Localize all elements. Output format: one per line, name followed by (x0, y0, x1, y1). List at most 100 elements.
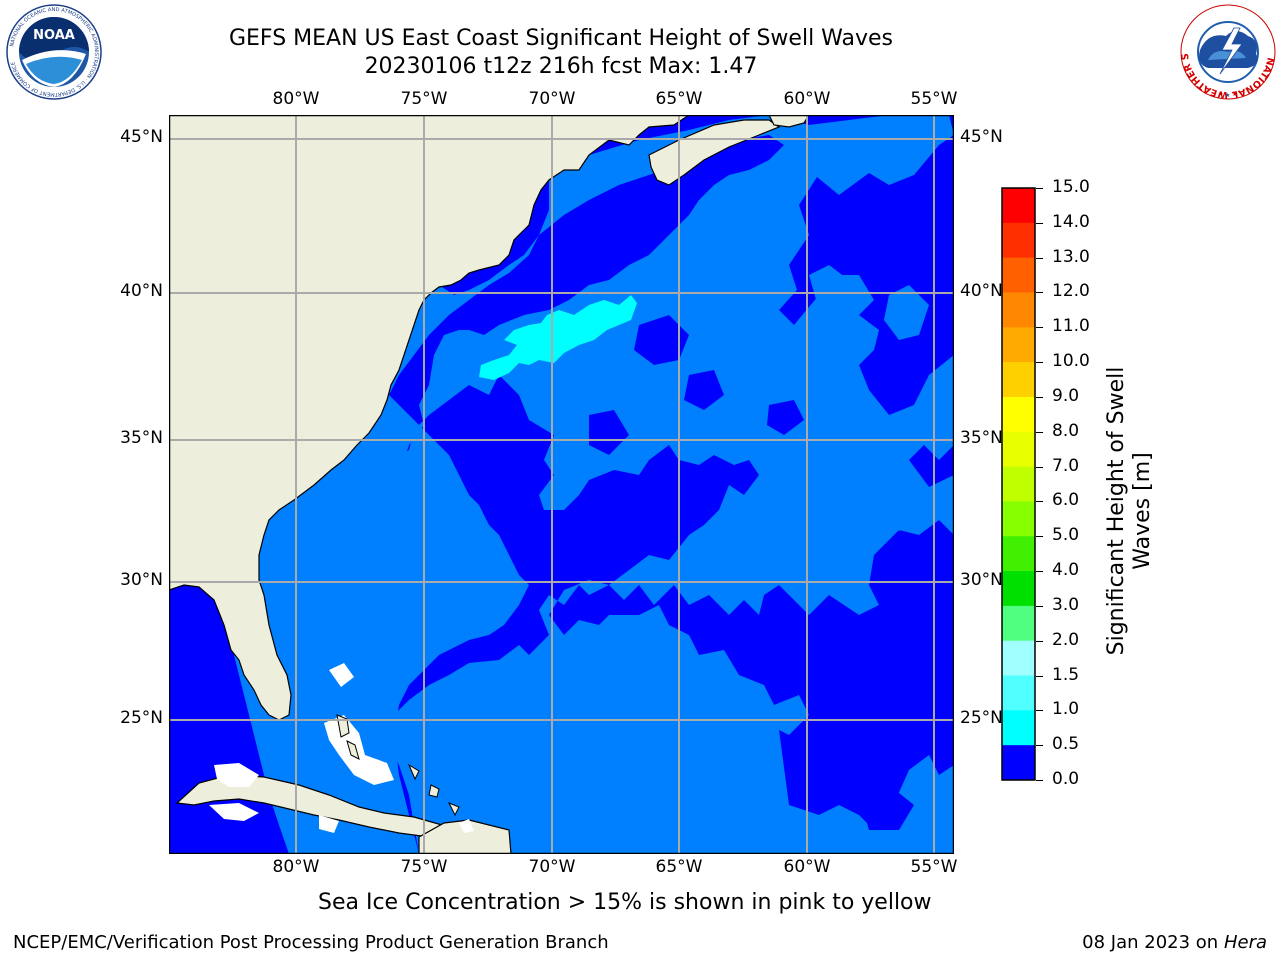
lon-label-bottom: 70°W (528, 857, 576, 877)
colorbar-tick-mark (1036, 640, 1043, 642)
colorbar-segment (1002, 257, 1035, 293)
lon-label-bottom: 55°W (910, 857, 958, 877)
colorbar-segment (1002, 710, 1035, 746)
lon-label-top: 75°W (400, 89, 448, 109)
colorbar-title: Significant Height of Swell Waves [m] (1104, 366, 1155, 656)
land-hispaniola (418, 819, 512, 854)
colorbar-tick-mark (1036, 605, 1043, 607)
land-north-america (169, 115, 691, 721)
land-nova-scotia (648, 119, 781, 186)
colorbar-tick-label: 14.0 (1052, 211, 1090, 232)
colorbar-segment (1002, 640, 1035, 677)
colorbar-tick-label: 8.0 (1052, 420, 1080, 441)
colorbar-tick-mark (1036, 536, 1043, 538)
swell-1.0-1.5-patch (479, 295, 637, 380)
colorbar-tick-label: 3.0 (1052, 594, 1080, 615)
colorbar (1001, 187, 1036, 781)
lat-label-right: 35°N (960, 428, 1003, 448)
colorbar-tick-label: 7.0 (1052, 455, 1080, 476)
colorbar-tick-mark (1036, 292, 1043, 294)
colorbar-tick-mark (1036, 501, 1043, 503)
lat-label-left: 35°N (120, 428, 163, 448)
swell-0.5-1.0-field (224, 115, 954, 854)
colorbar-tick-mark (1036, 222, 1043, 224)
lon-label-top: 70°W (528, 89, 576, 109)
svg-text:★: ★ (1225, 92, 1230, 99)
colorbar-tick-label: 13.0 (1052, 246, 1090, 267)
lat-label-right: 25°N (960, 708, 1003, 728)
lat-label-left: 25°N (120, 708, 163, 728)
svg-text:★: ★ (1232, 91, 1237, 98)
colorbar-tick-label: 15.0 (1052, 177, 1090, 197)
colorbar-tick-mark (1036, 257, 1043, 259)
colorbar-tick-label: 1.5 (1052, 664, 1080, 685)
lat-label-left: 30°N (120, 570, 163, 590)
lat-label-right: 40°N (960, 281, 1003, 301)
colorbar-tick-label: 9.0 (1052, 385, 1080, 406)
colorbar-tick-label: 2.0 (1052, 629, 1080, 650)
colorbar-segment (1002, 536, 1035, 572)
colorbar-segment (1002, 431, 1035, 468)
colorbar-tick-mark (1036, 362, 1043, 364)
date-stamp: 08 Jan 2023 on Hera (1082, 932, 1267, 953)
colorbar-tick-mark (1036, 675, 1043, 677)
colorbar-tick-label: 10.0 (1052, 351, 1090, 372)
lon-label-top: 65°W (655, 89, 703, 109)
lat-label-left: 40°N (120, 281, 163, 301)
swell-0.5-1.0-east-patches (729, 265, 929, 565)
colorbar-tick-mark (1036, 431, 1043, 433)
machine-name: Hera (1223, 932, 1267, 953)
colorbar-segment (1002, 571, 1035, 607)
lon-label-top: 80°W (272, 89, 320, 109)
colorbar-tick-label: 5.0 (1052, 525, 1080, 546)
map-subtitle: 20230106 t12z 216h fcst Max: 1.47 (364, 54, 758, 79)
no-data-bahamas-bank (214, 663, 394, 787)
colorbar-tick-label: 1.0 (1052, 699, 1080, 720)
lat-label-right: 30°N (960, 570, 1003, 590)
colorbar-segment (1002, 675, 1035, 711)
colorbar-segment (1002, 466, 1035, 502)
colorbar-tick-mark (1036, 327, 1043, 329)
colorbar-tick-mark (1036, 571, 1043, 573)
colorbar-segment (1002, 327, 1035, 363)
lon-label-top: 55°W (910, 89, 958, 109)
colorbar-tick-label: 12.0 (1052, 281, 1090, 302)
noaa-logo-text: NOAA (33, 28, 75, 43)
colorbar-tick-label: 4.0 (1052, 560, 1080, 581)
map-title: GEFS MEAN US East Coast Significant Heig… (228, 26, 894, 51)
colorbar-tick-label: 0.0 (1052, 769, 1080, 789)
colorbar-segment (1002, 362, 1035, 398)
colorbar-segment (1002, 605, 1035, 642)
colorbar-tick-label: 6.0 (1052, 490, 1080, 511)
colorbar-segment (1002, 745, 1035, 781)
colorbar-segment (1002, 396, 1035, 433)
credit-text: NCEP/EMC/Verification Post Processing Pr… (13, 932, 609, 953)
lon-label-bottom: 65°W (655, 857, 703, 877)
swell-height-map (169, 115, 954, 854)
lon-label-bottom: 80°W (272, 857, 320, 877)
colorbar-tick-mark (1036, 466, 1043, 468)
colorbar-segment (1002, 292, 1035, 328)
colorbar-tick-mark (1036, 780, 1043, 781)
sea-ice-caption: Sea Ice Concentration > 15% is shown in … (318, 890, 932, 915)
colorbar-segment (1002, 188, 1035, 224)
colorbar-tick-mark (1036, 396, 1043, 398)
colorbar-tick-mark (1036, 745, 1043, 747)
noaa-logo: NOAA NATIONAL OCEANIC AND ATMOSPHERIC AD… (6, 4, 102, 100)
graticule (169, 115, 954, 854)
colorbar-tick-label: 0.5 (1052, 734, 1080, 755)
nws-logo: NATIONAL WEATHER SERVICE ★ ★ ★ (1178, 4, 1276, 100)
no-data-cuba-shelf (209, 803, 474, 833)
colorbar-segment (1002, 501, 1035, 537)
lon-label-bottom: 75°W (400, 857, 448, 877)
colorbar-tick-mark (1036, 710, 1043, 712)
lat-label-right: 45°N (960, 127, 1003, 147)
land-newfoundland (768, 115, 810, 128)
lon-label-top: 60°W (783, 89, 831, 109)
colorbar-tick-mark (1036, 188, 1043, 189)
svg-text:★: ★ (1218, 91, 1223, 98)
map-frame (169, 115, 954, 854)
lon-label-bottom: 60°W (783, 857, 831, 877)
colorbar-tick-label: 11.0 (1052, 316, 1090, 337)
colorbar-segment (1002, 222, 1035, 259)
